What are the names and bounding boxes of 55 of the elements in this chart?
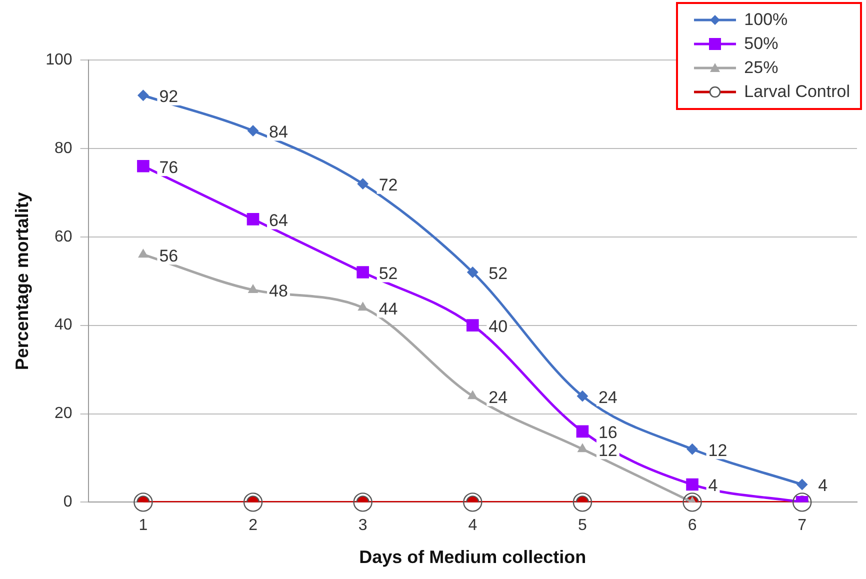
legend-label: 100% xyxy=(744,10,788,30)
legend-label: 25% xyxy=(744,58,778,78)
data-label: 24 xyxy=(488,388,508,407)
x-tick-label: 7 xyxy=(798,517,807,534)
x-tick-label: 2 xyxy=(248,517,258,534)
data-label: 4 xyxy=(708,476,718,496)
point xyxy=(576,390,588,402)
y-axis-title: Percentage mortality xyxy=(12,192,32,370)
y-tick-label: 60 xyxy=(54,228,72,246)
data-label: 12 xyxy=(598,440,618,460)
point xyxy=(138,249,148,258)
x-tick-label: 4 xyxy=(468,517,478,534)
x-tick-label: 6 xyxy=(688,517,697,534)
point xyxy=(248,125,259,136)
point xyxy=(137,160,150,172)
point xyxy=(576,425,589,438)
data-label: 40 xyxy=(488,317,508,336)
data-label: 84 xyxy=(269,122,288,142)
data-label: 72 xyxy=(378,176,398,195)
y-tick-label: 0 xyxy=(63,494,72,511)
point xyxy=(248,284,258,293)
point xyxy=(467,266,478,278)
y-tick-label: 100 xyxy=(46,51,72,68)
point xyxy=(357,178,368,190)
y-tick-label: 20 xyxy=(54,405,72,422)
data-label: 76 xyxy=(159,158,178,177)
point xyxy=(138,90,149,101)
point xyxy=(686,444,698,455)
data-label: 52 xyxy=(488,264,508,283)
data-label: 92 xyxy=(159,87,178,106)
point xyxy=(246,213,260,226)
data-label: 52 xyxy=(378,264,398,283)
data-label: 44 xyxy=(378,299,398,318)
data-label: 16 xyxy=(598,423,618,442)
data-label: 12 xyxy=(708,440,728,460)
point xyxy=(356,266,369,278)
point xyxy=(466,319,479,332)
y-tick-label: 80 xyxy=(54,140,72,157)
data-label: 4 xyxy=(818,476,828,496)
point xyxy=(578,444,588,452)
data-label: 24 xyxy=(598,388,618,407)
x-axis-title: Days of Medium collection xyxy=(359,547,586,568)
legend-label: Larval Control xyxy=(744,82,850,102)
point xyxy=(686,478,698,491)
y-tick-label: 40 xyxy=(54,316,72,334)
data-label: 64 xyxy=(269,210,288,230)
x-tick-label: 3 xyxy=(358,517,368,534)
point xyxy=(796,479,808,490)
point xyxy=(358,302,368,311)
x-tick-label: 1 xyxy=(138,517,148,534)
point xyxy=(468,390,478,400)
data-label: 48 xyxy=(269,282,288,301)
legend-label: 50% xyxy=(744,34,778,54)
data-label: 56 xyxy=(159,246,178,266)
x-tick-label: 5 xyxy=(578,517,588,534)
